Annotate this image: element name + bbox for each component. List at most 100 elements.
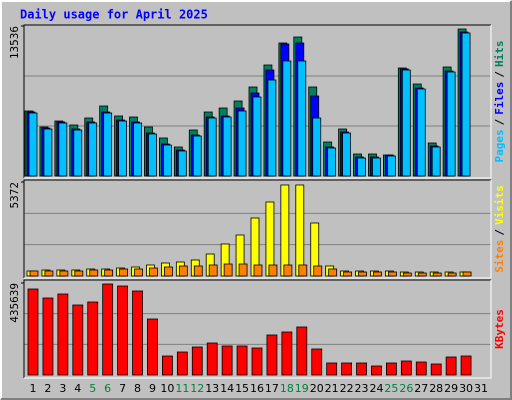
- bar: [208, 264, 218, 277]
- bar: [416, 88, 426, 177]
- bar: [341, 362, 353, 376]
- bar: [163, 266, 173, 277]
- bar: [460, 355, 472, 376]
- x-tick-label: 9: [149, 382, 156, 395]
- bar: [44, 270, 54, 277]
- bar: [298, 264, 308, 277]
- bar: [280, 184, 290, 277]
- legend-entry: Visits: [493, 185, 506, 225]
- panel-edge-dark: [23, 24, 491, 178]
- bar: [253, 264, 263, 277]
- bar: [283, 264, 293, 277]
- bar: [328, 268, 338, 277]
- bar: [161, 355, 173, 376]
- bar: [446, 71, 456, 177]
- bar: [238, 263, 248, 277]
- bar: [29, 270, 39, 277]
- x-tick-label: 24: [369, 382, 383, 395]
- bar: [373, 271, 382, 277]
- bar: [87, 301, 99, 376]
- bar: [297, 60, 307, 177]
- bar: [119, 268, 128, 277]
- bar: [432, 272, 442, 277]
- panel-edge-dark: [23, 179, 491, 278]
- x-tick-label: 30: [459, 382, 473, 395]
- bar: [73, 129, 83, 177]
- bar: [417, 272, 427, 277]
- bar: [102, 283, 114, 376]
- bar: [462, 271, 472, 277]
- bar: [401, 69, 411, 177]
- x-tick-label: 25: [384, 382, 398, 395]
- x-tick-label: 4: [74, 382, 81, 395]
- x-tick-label: 6: [104, 382, 111, 395]
- bar: [223, 263, 233, 277]
- bar: [133, 122, 142, 177]
- legend: Sites / Visits: [493, 185, 506, 273]
- x-tick-label: 1: [30, 382, 37, 395]
- bar: [192, 135, 202, 177]
- x-tick-label: 20: [310, 382, 324, 395]
- x-tick-label: 14: [220, 382, 234, 395]
- bar: [103, 112, 113, 177]
- legend-entry: Sites: [493, 240, 506, 273]
- bar: [358, 271, 367, 277]
- bar: [149, 267, 158, 277]
- bar: [461, 32, 471, 177]
- x-tick-label: 7: [119, 382, 126, 395]
- bar: [162, 144, 172, 177]
- panel-edge-dark: [23, 279, 491, 378]
- x-tick-label: 10: [160, 382, 174, 395]
- bar: [104, 269, 114, 277]
- bar: [343, 271, 353, 277]
- bar: [191, 346, 203, 376]
- x-tick-label: 28: [429, 382, 443, 395]
- bar: [282, 60, 292, 177]
- panel-edge-light: [24, 180, 492, 279]
- bar: [236, 345, 248, 376]
- bar: [387, 271, 397, 277]
- bar: [43, 128, 53, 177]
- bar: [118, 120, 127, 177]
- bar: [445, 356, 457, 376]
- x-tick-label: 11: [175, 382, 189, 395]
- bar: [327, 147, 337, 177]
- legend: Pages / Files / Hits: [493, 41, 506, 163]
- bar: [430, 363, 442, 376]
- x-tick-label: 29: [444, 382, 458, 395]
- bar: [221, 345, 233, 376]
- bar: [326, 362, 338, 376]
- legend-entry: Files: [493, 82, 506, 115]
- bar: [59, 270, 69, 277]
- bar: [371, 365, 382, 376]
- y-tick-label: 435639: [8, 283, 21, 323]
- bar: [447, 272, 457, 277]
- bar: [28, 112, 38, 177]
- bar: [356, 362, 367, 376]
- bar: [178, 265, 188, 277]
- bar: [148, 133, 157, 177]
- x-tick-label: 2: [44, 382, 51, 395]
- panel-edge-light: [24, 280, 492, 379]
- bar: [295, 184, 305, 277]
- bar: [431, 146, 441, 177]
- legend-separator: /: [493, 71, 506, 78]
- bar: [117, 285, 128, 376]
- legend-separator: /: [493, 229, 506, 236]
- x-tick-label: 23: [355, 382, 369, 395]
- bar: [88, 122, 98, 177]
- bar: [402, 272, 412, 277]
- x-tick-label: 5: [89, 382, 96, 395]
- bar: [296, 326, 308, 376]
- bar: [400, 360, 412, 376]
- bar: [27, 288, 39, 376]
- bar: [57, 293, 69, 376]
- x-tick-label: 27: [414, 382, 428, 395]
- bar: [72, 304, 84, 376]
- legend-separator: /: [493, 118, 506, 125]
- chart-title: Daily usage for April 2025: [20, 8, 208, 22]
